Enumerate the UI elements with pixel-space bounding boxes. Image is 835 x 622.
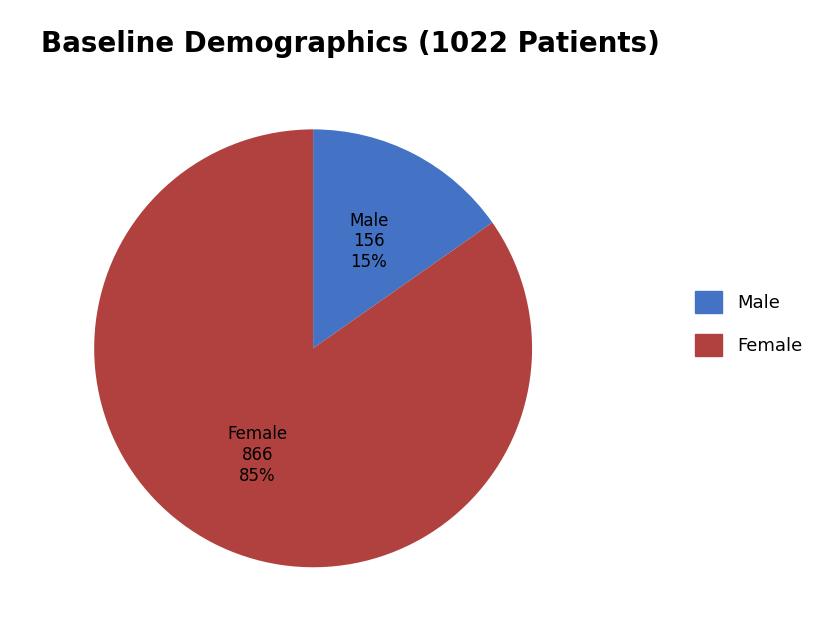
Text: Male
156
15%: Male 156 15% <box>349 211 388 271</box>
Wedge shape <box>313 129 493 348</box>
Legend: Male, Female: Male, Female <box>688 284 809 363</box>
Wedge shape <box>94 129 532 567</box>
Text: Baseline Demographics (1022 Patients): Baseline Demographics (1022 Patients) <box>41 29 660 58</box>
Text: Female
866
85%: Female 866 85% <box>227 425 287 485</box>
